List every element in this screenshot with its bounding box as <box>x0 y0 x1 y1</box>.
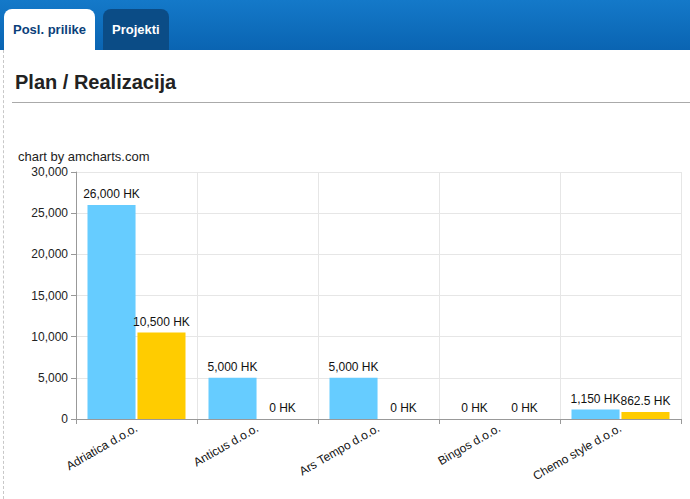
html-text:Posl. prilike: Posl. prilike <box>13 22 86 37</box>
svg-text:5,000: 5,000 <box>38 371 68 385</box>
svg-text:5,000 HK: 5,000 HK <box>207 360 257 374</box>
svg-text:10,000: 10,000 <box>31 330 68 344</box>
svg-text:0 HK: 0 HK <box>269 401 296 415</box>
svg-text:862.5 HK: 862.5 HK <box>620 394 670 408</box>
svg-text:30,000: 30,000 <box>31 165 68 179</box>
svg-text:20,000: 20,000 <box>31 247 68 261</box>
svg-text:0: 0 <box>61 412 68 426</box>
svg-text:Bingos d.o.o.: Bingos d.o.o. <box>435 421 503 468</box>
html-text:Projekti: Projekti <box>112 22 160 37</box>
svg-text:Ars Tempo d.o.o.: Ars Tempo d.o.o. <box>297 421 382 478</box>
svg-text:0 HK: 0 HK <box>461 401 488 415</box>
svg-text:Chemo style d.o.o.: Chemo style d.o.o. <box>530 421 624 483</box>
svg-text:15,000: 15,000 <box>31 289 68 303</box>
html-text:Plan / Realizacija: Plan / Realizacija <box>15 71 177 93</box>
svg-text:0 HK: 0 HK <box>511 401 538 415</box>
svg-text:5,000 HK: 5,000 HK <box>328 360 378 374</box>
svg-text:0 HK: 0 HK <box>390 401 417 415</box>
html-text:chart by amcharts.com: chart by amcharts.com <box>18 149 150 164</box>
svg-text:25,000: 25,000 <box>31 206 68 220</box>
svg-text:26,000 HK: 26,000 HK <box>83 187 140 201</box>
svg-text:1,150 HK: 1,150 HK <box>570 392 620 406</box>
svg-text:10,500 HK: 10,500 HK <box>133 315 190 329</box>
svg-text:Adriatica d.o.o.: Adriatica d.o.o. <box>64 421 140 473</box>
svg-text:Anticus d.o.o.: Anticus d.o.o. <box>191 421 261 469</box>
